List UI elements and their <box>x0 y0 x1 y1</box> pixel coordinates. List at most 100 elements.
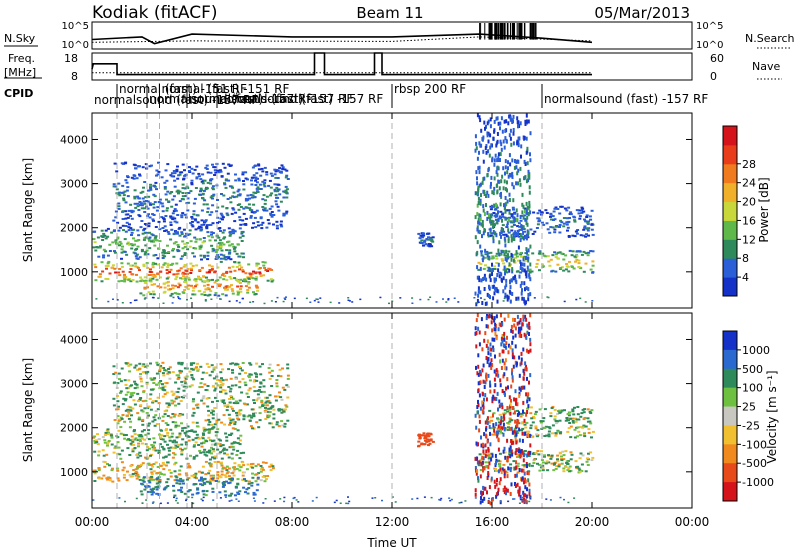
scatter-cell <box>479 201 482 206</box>
scatter-cell <box>222 448 226 451</box>
scatter-cell <box>134 364 138 367</box>
scatter-cell <box>219 212 223 215</box>
scatter-cell <box>233 421 237 424</box>
scatter-cell <box>232 474 236 477</box>
scatter-cell <box>102 232 106 235</box>
scatter-cell <box>530 464 534 467</box>
scatter-cell <box>116 436 120 439</box>
scatter-cell <box>210 231 214 234</box>
scatter-cell <box>179 465 183 468</box>
scatter-cell <box>265 173 269 176</box>
scatter-cell <box>524 175 527 180</box>
scatter-cell <box>278 193 282 196</box>
scatter-cell <box>527 349 530 354</box>
scatter-cell <box>495 257 499 260</box>
scatter-cell <box>224 186 228 189</box>
scatter-cell <box>276 183 280 186</box>
scatter-cell <box>147 225 151 228</box>
scatter-cell <box>163 369 167 372</box>
scatter-cell <box>590 409 594 412</box>
scatter-cell <box>146 207 150 210</box>
scatter-cell <box>258 183 262 186</box>
scatter-cell <box>495 460 497 465</box>
scatter-cell <box>534 425 538 428</box>
scatter-cell <box>531 233 535 235</box>
scatter-cell <box>518 225 522 228</box>
scatter-cell <box>479 406 482 411</box>
scatter-cell <box>194 441 198 444</box>
scatter-cell <box>565 417 569 419</box>
scatter-cell <box>228 251 232 254</box>
power-colorbar-tick-label: 8 <box>742 252 749 265</box>
scatter-cell <box>502 276 505 281</box>
scatter-cell <box>231 369 234 372</box>
scatter-cell <box>427 435 431 438</box>
scatter-cell <box>478 453 482 456</box>
scatter-cell <box>481 137 484 142</box>
scatter-cell <box>185 270 189 272</box>
scatter-cell <box>139 490 143 493</box>
scatter-cell <box>485 356 488 360</box>
scatter-cell <box>223 423 227 426</box>
scatter-cell <box>573 255 577 258</box>
scatter-cell <box>146 253 150 256</box>
scatter-cell <box>153 275 157 278</box>
scatter-cell <box>491 497 494 502</box>
scatter-cell <box>515 250 518 255</box>
scatter-cell <box>174 241 178 244</box>
scatter-cell <box>283 422 287 425</box>
scatter-cell <box>523 214 527 217</box>
scatter-cell <box>118 226 122 229</box>
scatter-cell <box>188 166 191 169</box>
ground-scatter-cell <box>460 501 463 504</box>
scatter-cell <box>280 164 284 167</box>
scatter-cell <box>181 163 185 166</box>
ground-scatter-cell <box>249 301 252 303</box>
scatter-cell <box>533 413 537 416</box>
scatter-cell <box>519 259 522 264</box>
scatter-cell <box>228 231 232 234</box>
scatter-cell <box>159 286 163 289</box>
scatter-cell <box>554 256 558 259</box>
scatter-cell <box>499 139 502 144</box>
scatter-cell <box>211 247 215 250</box>
ground-scatter-cell <box>293 496 296 499</box>
scatter-cell <box>184 377 188 380</box>
scatter-cell <box>589 218 593 221</box>
scatter-cell <box>162 463 166 466</box>
scatter-cell <box>576 250 579 253</box>
scatter-cell <box>174 390 178 393</box>
scatter-cell <box>144 196 148 199</box>
velocity-colorbar-tick-label: 500 <box>742 363 763 376</box>
scatter-cell <box>547 433 551 436</box>
scatter-cell <box>199 483 203 486</box>
scatter-cell <box>208 482 212 485</box>
scatter-cell <box>129 363 133 366</box>
scatter-cell <box>117 429 121 432</box>
scatter-cell <box>485 343 488 348</box>
scatter-cell <box>571 250 575 253</box>
scatter-cell <box>546 469 550 472</box>
scatter-cell <box>216 384 220 387</box>
scatter-cell <box>590 459 594 462</box>
scatter-cell <box>169 288 173 291</box>
scatter-cell <box>133 195 137 198</box>
scatter-cell <box>211 194 215 197</box>
scatter-cell <box>494 255 498 258</box>
scatter-cell <box>519 255 523 258</box>
scatter-cell <box>246 194 250 197</box>
scatter-cell <box>167 404 171 407</box>
scatter-cell <box>565 209 569 212</box>
scatter-cell <box>284 212 288 215</box>
scatter-cell <box>197 275 200 278</box>
scatter-cell <box>521 431 524 436</box>
scatter-cell <box>210 233 213 236</box>
scatter-cell <box>180 380 184 383</box>
scatter-cell <box>180 450 184 453</box>
scatter-cell <box>150 378 154 381</box>
scatter-cell <box>578 217 582 220</box>
scatter-cell <box>162 367 166 369</box>
scatter-cell <box>582 434 586 436</box>
scatter-cell <box>512 141 515 146</box>
scatter-cell <box>549 415 553 418</box>
